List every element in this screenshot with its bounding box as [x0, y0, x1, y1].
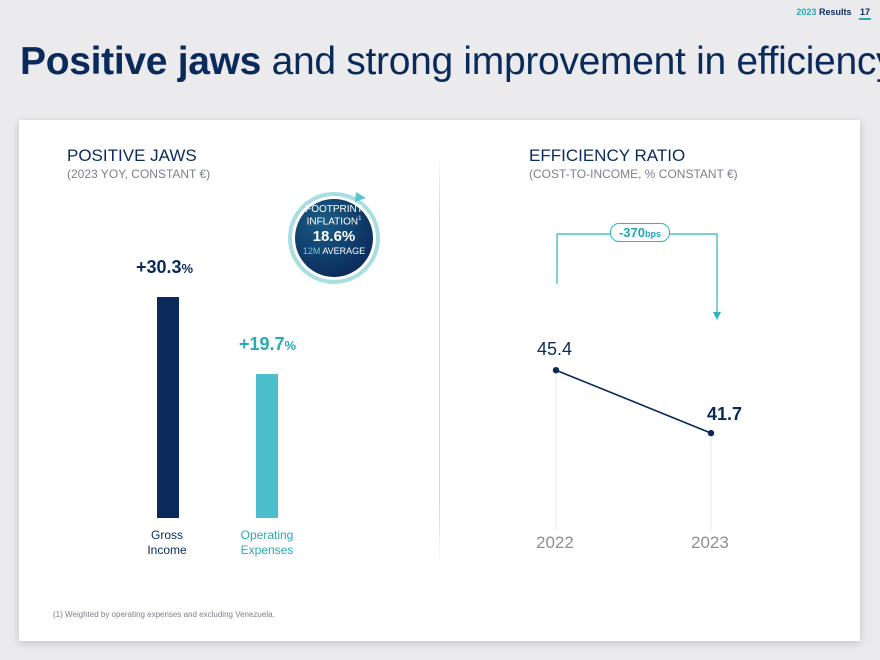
badge-footnote-ref: 1 [358, 216, 362, 222]
trend-line [555, 369, 712, 434]
bar-label-operating-expenses: +19.7% [239, 334, 296, 355]
change-arrow-icon [713, 312, 721, 320]
bar-label-gross-income: +30.3% [136, 257, 193, 278]
change-unit: bps [645, 229, 662, 239]
badge-average: AVERAGE [320, 246, 366, 256]
content-card: POSITIVE JAWS (2023 YOY, CONSTANT €) FOO… [19, 120, 860, 641]
x-label-2022: 2022 [536, 533, 574, 552]
value-label-2022: 45.4 [537, 339, 573, 360]
point-2022 [552, 367, 560, 374]
efficiency-title: EFFICIENCY RATIO [529, 146, 686, 165]
jaws-subtitle: (2023 YOY, CONSTANT €) [67, 167, 211, 181]
badge-text: FOOTPRINT INFLATION1 18.6% 12M AVERAGE [284, 188, 384, 288]
badge-line4: 12M AVERAGE [284, 246, 384, 256]
category-operating-expenses: Operating Expenses [217, 528, 317, 558]
panel-divider [439, 150, 440, 568]
inflation-badge: FOOTPRINT INFLATION1 18.6% 12M AVERAGE [284, 188, 384, 288]
bar-gross-income [157, 297, 179, 518]
category-gross-income-line1: Gross [150, 528, 183, 542]
bar-label-gross-income-num: +30.3 [136, 257, 182, 277]
change-bracket [556, 233, 718, 312]
header-label: Results [818, 7, 852, 17]
badge-line2-text: INFLATION [306, 216, 359, 228]
category-gross-income: Gross Income [117, 528, 217, 558]
page-title-rest: and strong improvement in efficiency [261, 40, 880, 83]
value-label-2023: 41.7 [707, 404, 743, 425]
bar-label-gross-income-unit: % [181, 261, 194, 276]
category-operating-expenses-line1: Operating [240, 528, 294, 542]
bar-label-operating-expenses-unit: % [284, 338, 297, 354]
badge-line2: INFLATION1 [284, 216, 384, 227]
change-badge: -370bps [610, 223, 670, 242]
page-header: 2023 Results 17 [796, 7, 871, 20]
x-label-2023: 2023 [691, 533, 729, 552]
page-title: Positive jaws and strong improvement in … [20, 40, 880, 84]
badge-accent: 12M [302, 246, 321, 256]
category-operating-expenses-line2: Expenses [240, 543, 294, 557]
bar-operating-expenses [256, 374, 278, 518]
jaws-title: POSITIVE JAWS [67, 146, 197, 165]
page-title-bold: Positive jaws [20, 40, 262, 83]
efficiency-chart [552, 233, 721, 530]
efficiency-subtitle: (COST-TO-INCOME, % CONSTANT €) [529, 167, 738, 181]
page-number: 17 [858, 7, 871, 20]
footnote: (1) Weighted by operating expenses and e… [53, 610, 275, 619]
change-value: -370 [618, 225, 645, 240]
badge-value: 18.6% [312, 228, 356, 245]
badge-circle-icon [288, 192, 380, 284]
point-2023 [707, 429, 715, 437]
badge-line1: FOOTPRINT [305, 204, 363, 215]
header-year: 2023 [796, 7, 817, 17]
bar-label-operating-expenses-num: +19.7 [239, 334, 285, 355]
category-gross-income-line2: Income [147, 543, 187, 557]
